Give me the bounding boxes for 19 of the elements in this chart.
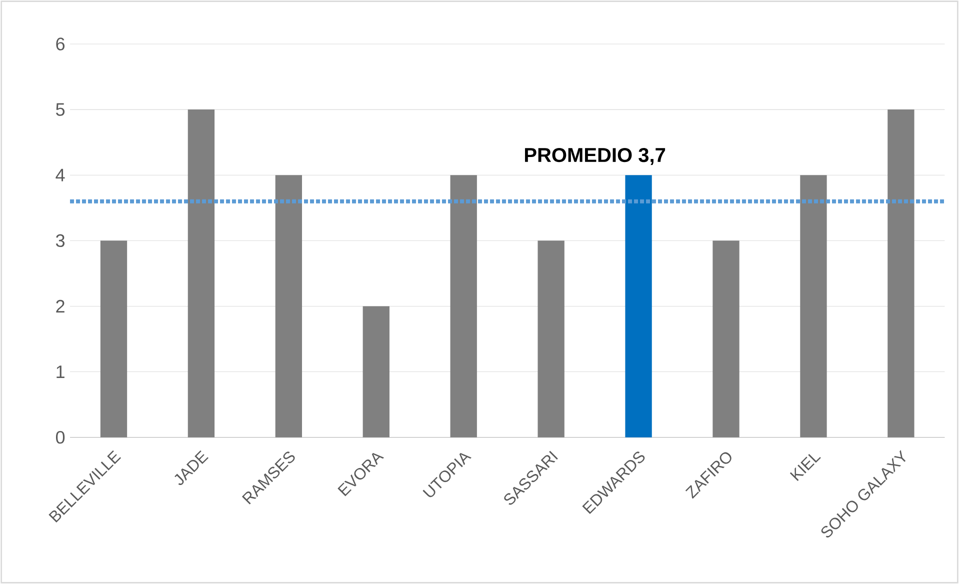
y-tick-label: 2: [56, 300, 64, 312]
bar: [712, 240, 740, 438]
y-tick-label: 0: [56, 430, 65, 444]
y-tick-label: 6: [56, 38, 65, 50]
bar: [450, 175, 477, 438]
x-tick-label: KIEL: [790, 454, 821, 482]
bar: [188, 110, 215, 438]
y-tick-label: 3: [56, 234, 65, 248]
bar: [800, 175, 827, 438]
y-tick-label: 4: [56, 168, 65, 182]
bar: [538, 240, 564, 438]
bar: [625, 175, 652, 438]
bar: [888, 110, 914, 438]
y-tick-label: 1: [56, 366, 64, 378]
bar: [100, 240, 128, 438]
bar: [275, 175, 302, 438]
ref-line-label: PROMEDIO 3,7: [525, 148, 666, 166]
y-tick-label: 5: [56, 103, 65, 116]
bar: [362, 306, 390, 438]
